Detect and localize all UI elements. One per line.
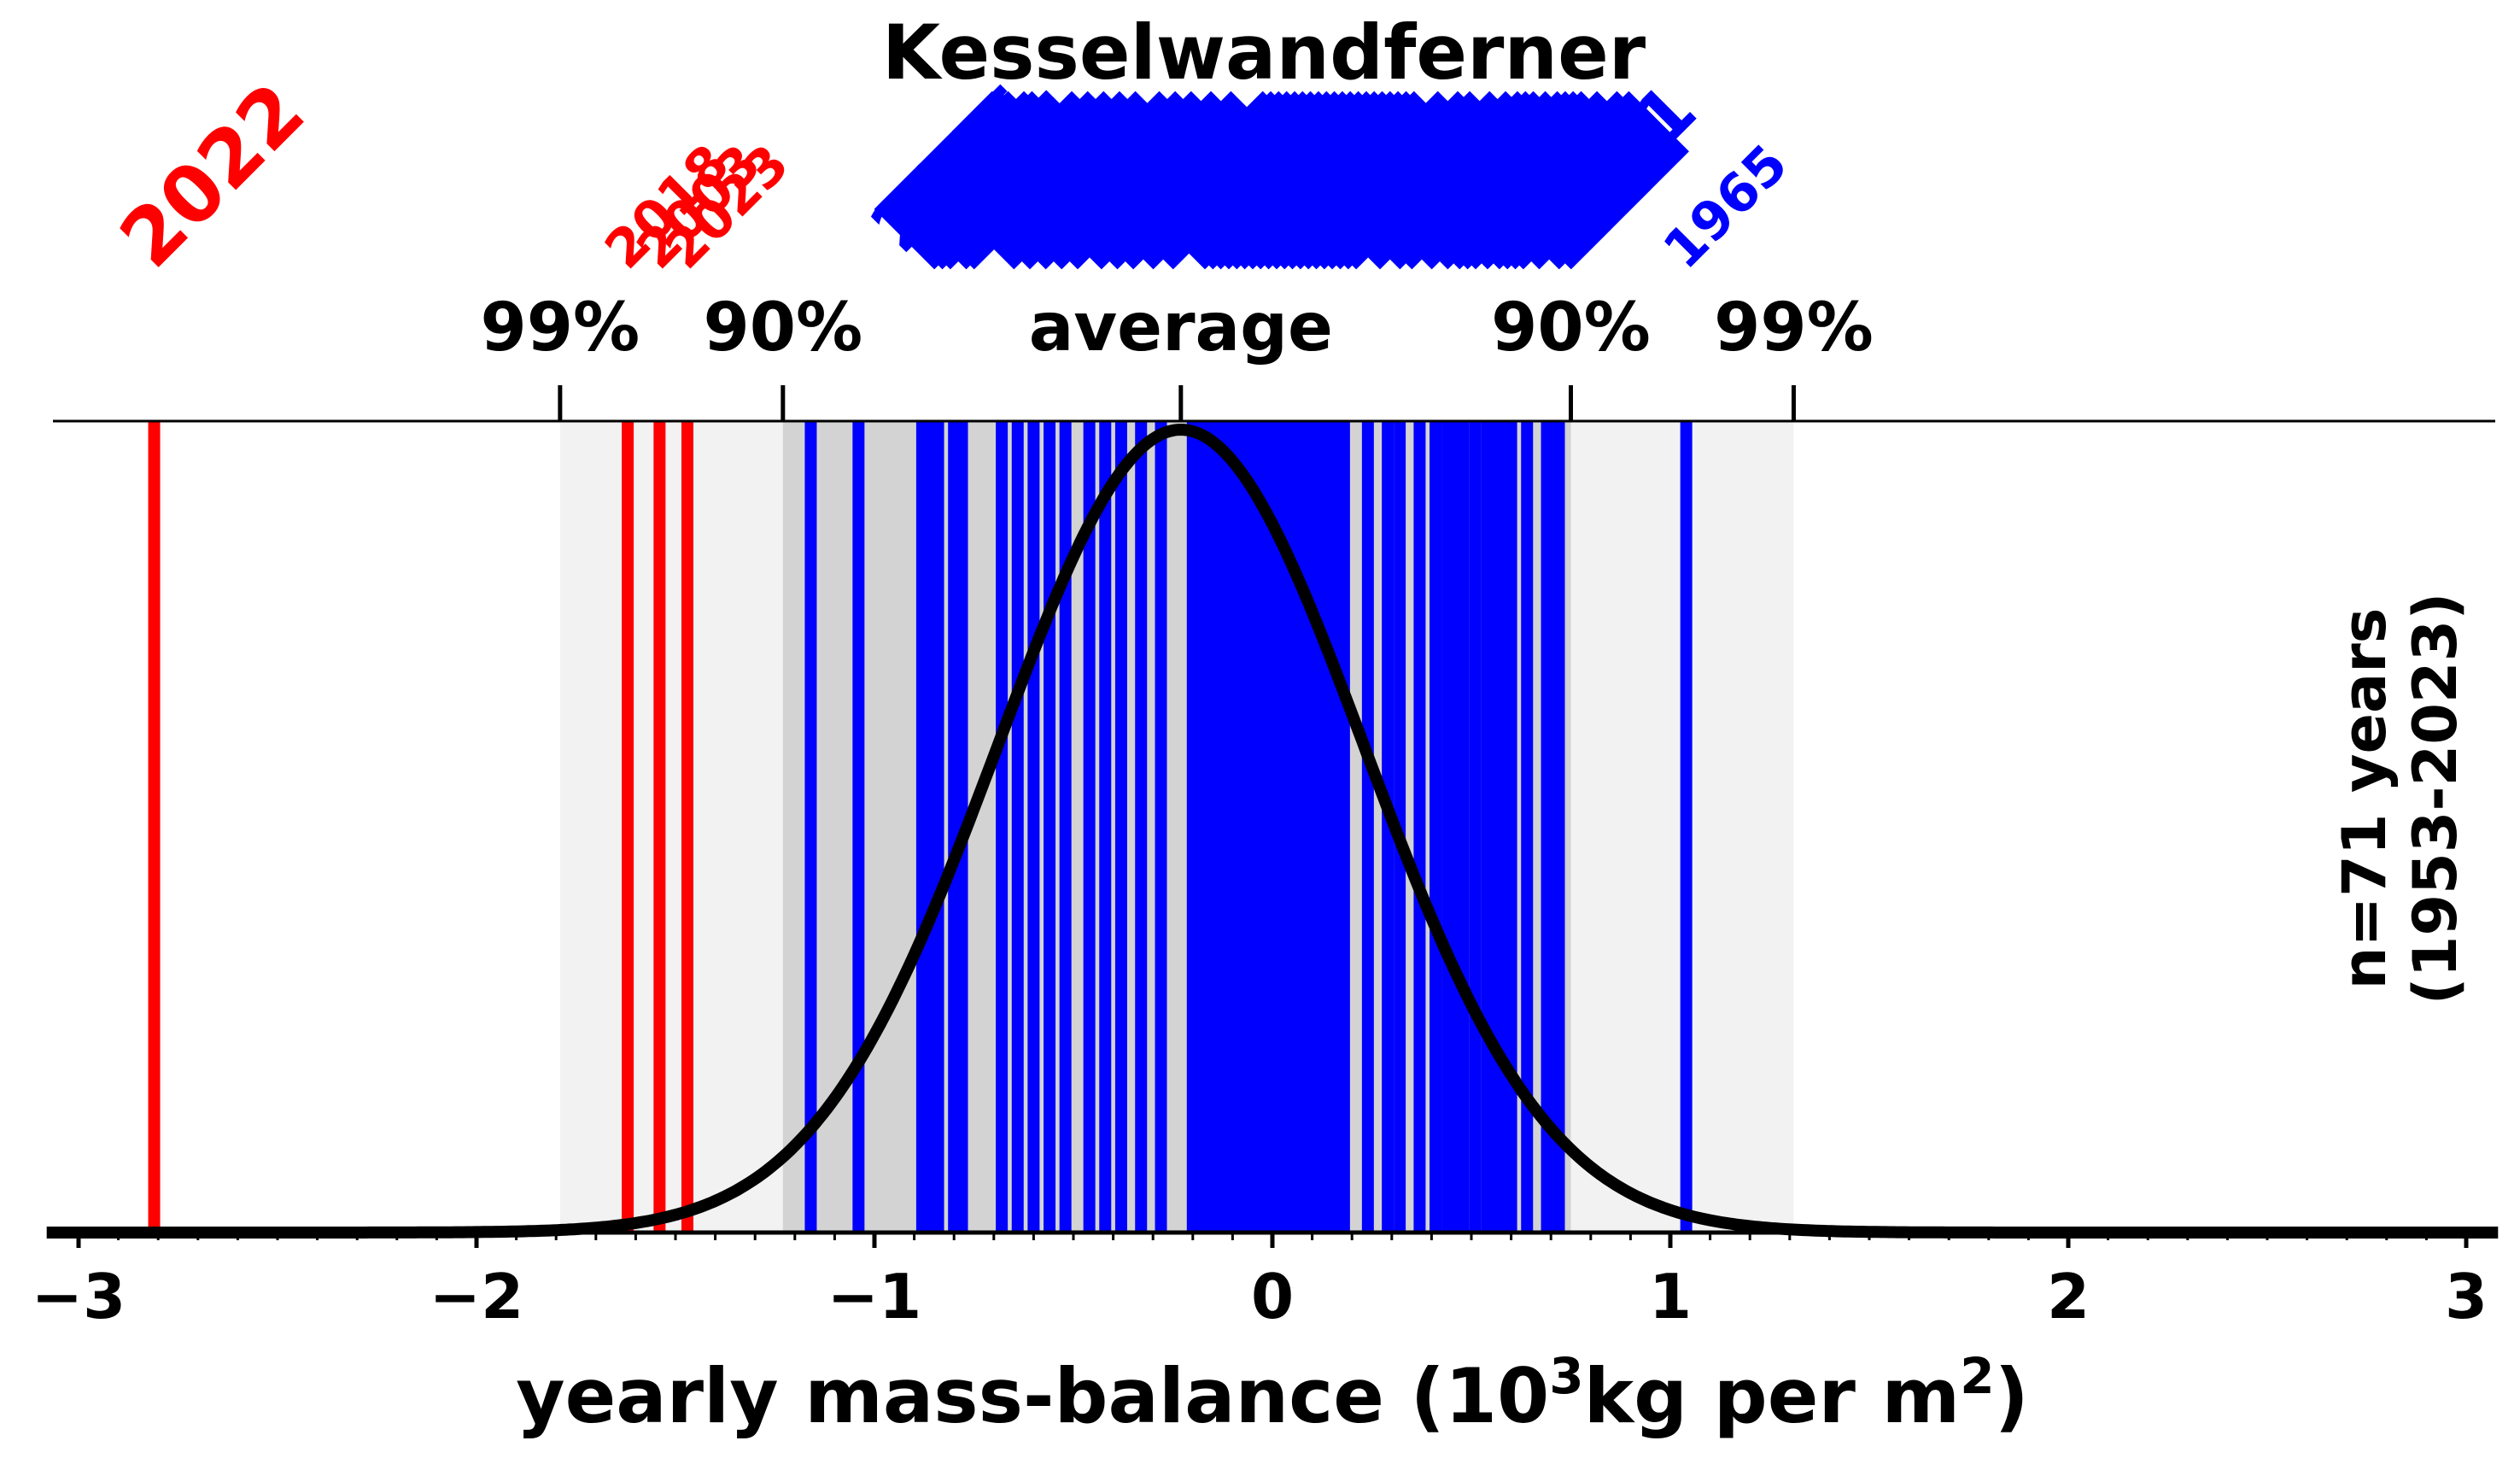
reference-label-3: 90% [1491,290,1651,366]
x-axis-label-part3: ) [1995,1352,2029,1440]
reference-label-1: 90% [703,290,862,366]
x-axis-label: yearly mass-balance (103kg per m2) [516,1347,2029,1440]
x-axis-label-sup2: 2 [1960,1347,1994,1405]
year-label-2022: 2022 [102,66,322,285]
percentile-labels: 99% 90% average 90% 99% [481,290,1874,421]
axes: −3 −2 −1 0 1 2 3 [32,419,2495,1332]
x-tick-label: 2 [2047,1261,2090,1332]
reference-label-2: average [1029,290,1333,366]
x-axis-label-part2: kg per m [1584,1352,1961,1440]
x-tick-label: 0 [1251,1261,1294,1332]
x-tick-label: −1 [827,1261,921,1332]
x-tick-label: 1 [1649,1261,1692,1332]
x-axis-label-sup1: 3 [1549,1347,1583,1405]
year-range-annotation: (1953-2023) [2400,593,2470,1005]
reference-label-0: 99% [481,290,640,366]
x-tick-label: −3 [32,1261,126,1332]
x-axis-label-part1: yearly mass-balance (10 [516,1352,1549,1440]
reference-label-4: 99% [1714,290,1874,366]
x-tick-label: 3 [2445,1261,2488,1332]
year-lines [148,421,1693,1233]
chart-title: Kesselwandferner [882,9,1646,97]
sample-size-annotation: n=71 years [2330,608,2400,990]
x-tick-label: −2 [430,1261,523,1332]
percentile-bands [559,421,1794,1233]
